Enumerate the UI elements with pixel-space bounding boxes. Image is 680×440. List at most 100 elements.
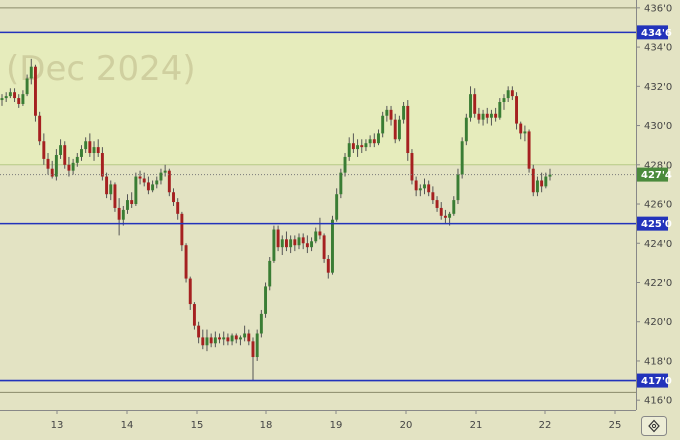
candle — [519, 121, 523, 140]
candle — [218, 333, 221, 344]
price-zones — [0, 7, 636, 393]
candle-body — [67, 164, 71, 171]
candle-body — [180, 213, 184, 246]
candle-body — [498, 102, 502, 118]
candle — [293, 235, 297, 252]
candle — [0, 94, 4, 106]
candle-body — [167, 170, 171, 193]
candle-body — [435, 200, 439, 208]
candle — [63, 141, 67, 169]
candle-body — [209, 337, 213, 344]
candle — [284, 231, 288, 252]
candle-body — [406, 105, 410, 154]
level-price-tag: 417'0 — [637, 373, 672, 388]
candle-body — [243, 333, 247, 338]
candle-body — [314, 231, 318, 242]
candle-body — [42, 141, 46, 159]
candle — [222, 331, 226, 346]
candle — [469, 86, 472, 122]
candle — [67, 156, 71, 177]
x-tick-label: 13 — [51, 420, 64, 431]
candle — [489, 109, 493, 126]
candle — [42, 133, 46, 165]
candle-body — [477, 113, 481, 120]
level-price-tag-label: 417'0 — [641, 376, 672, 387]
candle-body — [535, 180, 539, 193]
candle-body — [485, 113, 489, 118]
candle — [535, 176, 539, 197]
candle-body — [397, 119, 401, 140]
candle-body — [213, 337, 217, 344]
candle-body — [310, 241, 314, 248]
candle — [105, 172, 109, 199]
candle — [326, 255, 330, 279]
candle — [121, 205, 125, 226]
candle — [364, 139, 368, 152]
candle-body — [381, 115, 385, 134]
candle-body — [360, 145, 364, 148]
candle — [523, 125, 527, 142]
candle — [460, 137, 464, 179]
candle-body — [50, 168, 54, 177]
candle-body — [473, 94, 477, 114]
candle-body — [251, 341, 255, 358]
candle-body — [222, 337, 226, 340]
candle-body — [113, 184, 117, 208]
price-zone-1 — [0, 164, 636, 224]
candle — [347, 137, 351, 161]
y-tick-label: 420'0 — [644, 317, 672, 328]
chart-settings-button[interactable] — [641, 416, 667, 436]
candle — [485, 107, 489, 124]
candle — [297, 233, 301, 250]
candle — [197, 321, 201, 344]
candle — [272, 225, 276, 263]
candle-body — [188, 278, 192, 305]
candle — [75, 153, 79, 167]
y-tick-label: 424'0 — [644, 239, 672, 250]
candle-body — [75, 156, 79, 163]
candle-body — [510, 90, 514, 97]
candle-body — [389, 109, 393, 120]
candle — [255, 329, 259, 361]
candle-body — [452, 200, 456, 214]
candle — [268, 256, 272, 291]
settings-icon — [641, 416, 667, 436]
candle — [21, 90, 25, 106]
candle — [385, 105, 389, 122]
candle-body — [519, 123, 523, 134]
x-tick-label: 22 — [539, 420, 552, 431]
candle — [117, 198, 121, 236]
candle — [4, 92, 8, 103]
candle-body — [364, 143, 368, 148]
candle-body — [347, 143, 351, 157]
candle-body — [130, 200, 134, 205]
candle-body — [377, 133, 380, 144]
candle-body — [322, 235, 326, 259]
candle-body — [343, 156, 347, 173]
candle-body — [393, 119, 397, 140]
candle — [96, 139, 100, 157]
candle — [314, 227, 318, 244]
candle — [360, 139, 364, 154]
candle-body — [255, 333, 259, 358]
candle — [209, 333, 213, 348]
candle — [276, 225, 280, 252]
candle-body — [155, 180, 159, 185]
candle — [502, 94, 506, 110]
candle — [443, 209, 447, 224]
candle — [331, 215, 334, 275]
candle-body — [456, 174, 460, 201]
candle-body — [326, 258, 330, 273]
candle — [25, 74, 29, 97]
x-tick-label: 19 — [330, 420, 343, 431]
candle-body — [134, 176, 138, 205]
candle — [310, 237, 314, 252]
y-tick-label: 426'0 — [644, 200, 672, 211]
candle-body — [272, 229, 276, 261]
candle — [351, 133, 355, 154]
candle-body — [527, 131, 531, 169]
candle — [205, 329, 209, 352]
candle — [251, 337, 255, 381]
candle — [130, 192, 134, 208]
candle — [356, 139, 360, 157]
